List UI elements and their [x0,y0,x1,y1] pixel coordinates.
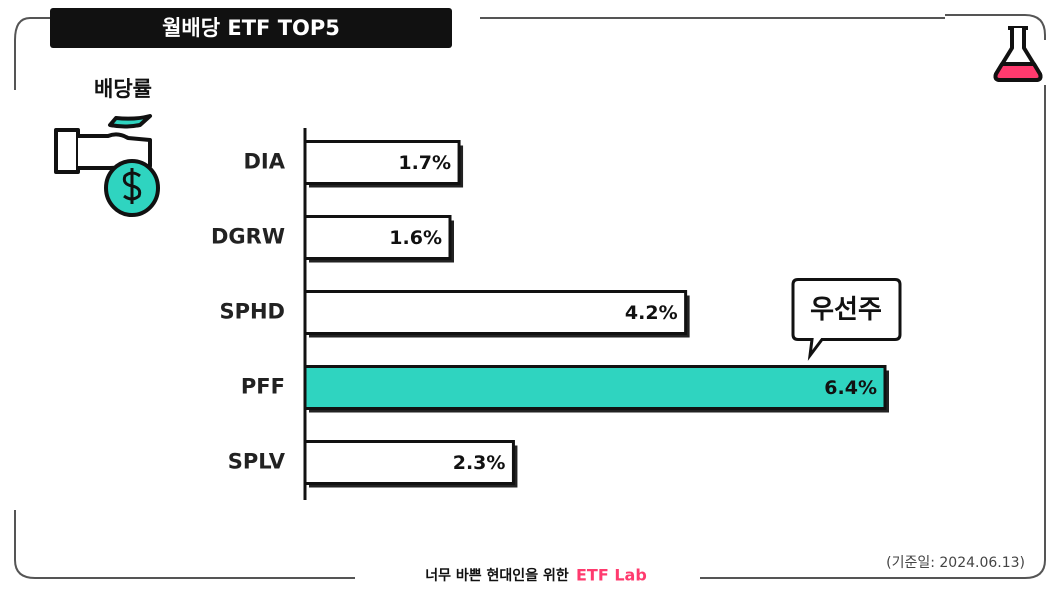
value-label: 6.4% [824,377,877,399]
title-box [50,8,452,48]
value-label: 4.2% [625,302,678,324]
category-label: SPLV [228,450,286,474]
category-label: DGRW [211,225,285,249]
category-label: SPHD [219,300,285,324]
category-label: PFF [241,375,285,399]
flask-icon [993,26,1043,82]
frame [14,510,355,579]
bar [303,365,887,410]
bar [303,140,461,185]
money-icon [54,114,160,217]
bar [303,440,515,485]
footer-brand: ETF Lab [576,566,647,585]
note: (기준일: 2024.06.13) [886,555,1025,571]
value-label: 2.3% [453,452,506,474]
frame [700,85,1046,579]
axis-label: 배당률 [94,77,152,101]
footer-text: 너무 바쁜 현대인을 위한 [425,567,569,584]
bar [303,215,452,260]
annotation-bubble [791,278,902,361]
category-label: DIA [244,150,286,174]
frame [945,14,1046,40]
chart-title: 월배당 ETF TOP5 [162,16,340,40]
annotation: 우선주 [810,295,882,325]
value-label: 1.6% [389,227,442,249]
value-label: 1.7% [398,152,451,174]
bar [303,290,688,335]
frame [14,17,50,90]
